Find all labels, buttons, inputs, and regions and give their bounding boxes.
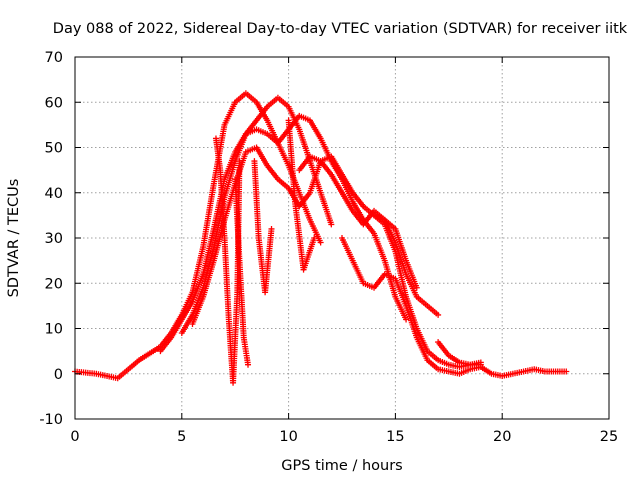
y-tick-label: 60 — [45, 95, 63, 111]
x-tick-label: 25 — [600, 429, 618, 445]
series-track-8 — [435, 339, 484, 368]
y-tick-label: 10 — [45, 322, 63, 338]
data-point — [245, 361, 252, 368]
data-point — [403, 316, 410, 323]
data-point — [328, 221, 335, 228]
data-point — [563, 368, 570, 375]
y-tick-label: 30 — [45, 231, 63, 247]
data-point — [311, 235, 318, 241]
x-tick-label: 15 — [386, 429, 404, 445]
y-tick-label: 50 — [45, 141, 63, 157]
data-point — [317, 239, 324, 246]
data-markers — [72, 90, 570, 386]
data-point — [236, 158, 243, 165]
series-track-10 — [232, 176, 252, 368]
grid — [75, 57, 609, 419]
axis-ticks: 0 5 10 15 20 25 -10 0 10 20 30 40 50 60 70 — [39, 50, 618, 445]
y-tick-label: 20 — [45, 276, 63, 292]
series-track-12 — [285, 117, 318, 273]
x-axis-label: GPS time / hours — [281, 458, 402, 474]
data-point — [477, 361, 484, 368]
y-axis-label: SDTVAR / TECUs — [6, 179, 22, 298]
x-tick-label: 5 — [177, 429, 186, 445]
data-point — [435, 311, 442, 318]
chart-title: Day 088 of 2022, Sidereal Day-to-day VTE… — [53, 21, 628, 37]
series-track-9 — [212, 135, 243, 386]
y-tick-label: 0 — [54, 367, 63, 383]
x-tick-label: 10 — [279, 429, 297, 445]
y-tick-label: 40 — [45, 186, 63, 202]
data-point — [268, 225, 275, 232]
y-tick-label: 70 — [45, 50, 63, 66]
series-track-6 — [339, 235, 570, 380]
series-track-11 — [251, 158, 275, 296]
data-point — [413, 284, 420, 291]
x-tick-label: 20 — [493, 429, 511, 445]
x-tick-label: 0 — [70, 429, 79, 445]
y-tick-label: -10 — [39, 412, 63, 428]
